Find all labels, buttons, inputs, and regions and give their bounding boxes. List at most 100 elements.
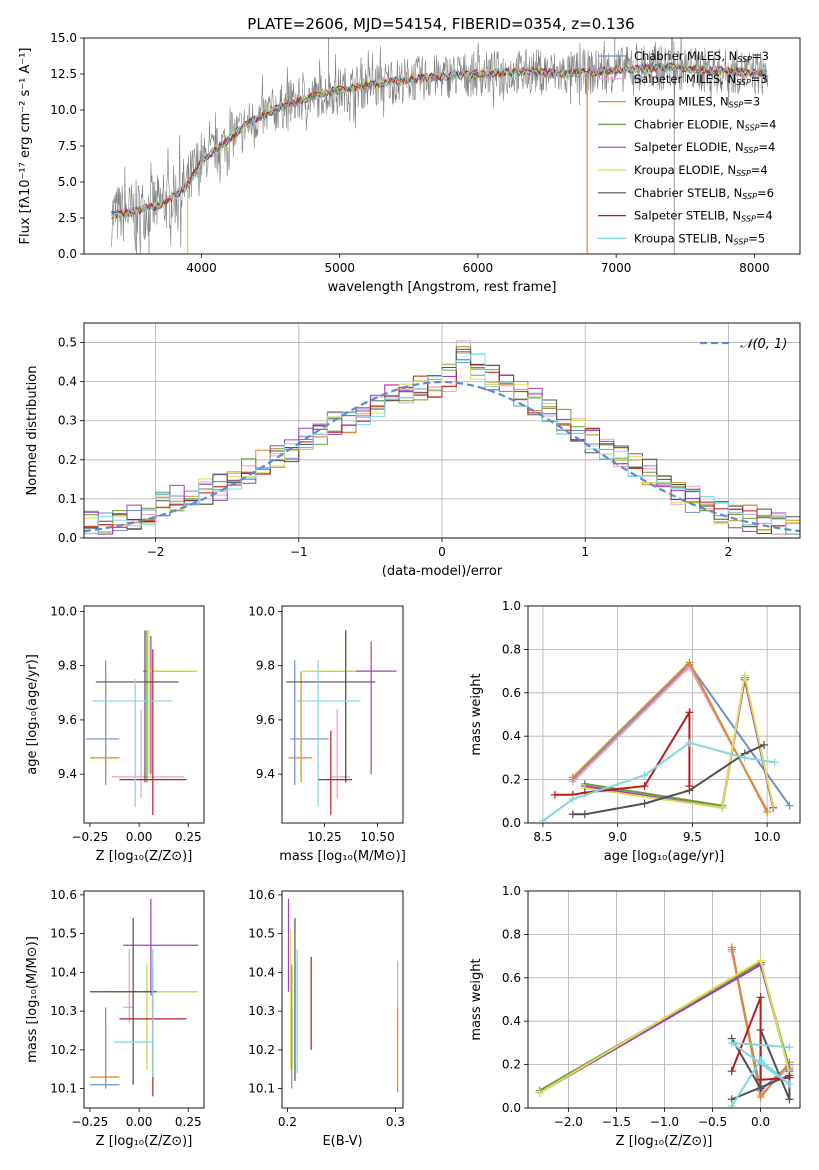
- mass-vs-Z-xtick-label: 0.00: [126, 1115, 153, 1129]
- residuals-xtick-label: 1: [581, 545, 589, 559]
- errorbar-point: [318, 641, 397, 775]
- mass-vs-EBV-xtick-label: 0.3: [386, 1115, 405, 1129]
- spectrum-ytick-label: 10.0: [50, 103, 77, 117]
- spectrum-xtick-label: 5000: [324, 261, 355, 275]
- mass-vs-Z-ytick-label: 10.4: [50, 965, 77, 979]
- weight-vs-Z-xtick-label: −1.5: [602, 1115, 631, 1129]
- weight-marker: [685, 738, 694, 747]
- spectrum-ylabel: Flux [fλ10⁻¹⁷ erg cm⁻² s⁻¹ A⁻¹]: [18, 48, 33, 245]
- mass-vs-Z-ytick-label: 10.1: [50, 1082, 77, 1096]
- weight-marker: [640, 782, 649, 791]
- legend-entry: Kroupa MILES, NSSP=3: [634, 95, 760, 110]
- spectrum-ytick-label: 0.0: [58, 247, 77, 261]
- weight-vs-Z-plot: [535, 943, 794, 1108]
- spectrum-ytick-label: 5.0: [58, 175, 77, 189]
- weight-marker: [685, 658, 694, 667]
- legend-entry: Kroupa STELIB, NSSP=5: [634, 231, 765, 246]
- weight-marker: [538, 816, 547, 823]
- weight-marker: [756, 1056, 765, 1065]
- weight-vs-age-plot: [538, 658, 794, 823]
- weight-vs-Z-xlabel: Z [log₁₀(Z/Z⊙)]: [616, 1134, 713, 1149]
- mass-vs-Z-ylabel: mass [log₁₀(M/M⊙)]: [25, 936, 40, 1063]
- residuals-xtick-label: −1: [290, 545, 308, 559]
- spectrum-ytick-label: 2.5: [58, 211, 77, 225]
- age-vs-Z-ytick-label: 9.8: [58, 659, 77, 673]
- age-vs-mass-ytick-label: 9.8: [256, 659, 275, 673]
- spectrum-xtick-label: 6000: [463, 261, 494, 275]
- errorbar-point: [330, 709, 350, 799]
- weight-vs-Z-frame: [527, 890, 801, 1109]
- weight-marker: [785, 1080, 794, 1089]
- age-vs-mass-xlabel: mass [log₁₀(M/M⊙)]: [279, 849, 406, 864]
- mass-vs-Z-xtick-label: −0.25: [72, 1115, 109, 1129]
- mass-vs-Z-ytick-label: 10.6: [50, 888, 77, 902]
- age-vs-mass-ytick-label: 10.0: [248, 604, 275, 618]
- residuals-xlabel: (data-model)/error: [382, 564, 503, 579]
- weight-vs-Z-xtick-label: −1.0: [650, 1115, 679, 1129]
- errorbar-point: [123, 898, 199, 996]
- residuals-plot: [84, 340, 800, 535]
- weight-line-7: [730, 996, 790, 1081]
- legend-entry: Salpeter MILES, NSSP=3: [634, 72, 768, 87]
- mass-vs-EBV-ytick-label: 10.6: [248, 888, 275, 902]
- weight-vs-age-xtick-label: 8.5: [533, 830, 552, 844]
- errorbar-point: [290, 660, 329, 786]
- weight-marker: [727, 1067, 736, 1076]
- mass-vs-EBV-xtick-label: 0.2: [278, 1115, 297, 1129]
- weight-line-6: [730, 1029, 791, 1101]
- age-vs-mass-frame: [281, 605, 404, 824]
- weight-marker: [685, 782, 694, 791]
- age-vs-mass-ytick-label: 9.4: [256, 767, 275, 781]
- mass-vs-EBV-ytick-label: 10.5: [248, 927, 275, 941]
- spectrum-axes: 0.0 2.5 5.0 7.5 10.0 12.5 15.0 4000 5000 6000 7000…: [18, 31, 770, 295]
- weight-vs-age-xlabel: age [log₁₀(age/yr)]: [604, 849, 725, 864]
- mass-vs-EBV-ytick-label: 10.4: [248, 965, 275, 979]
- weight-marker: [640, 799, 649, 808]
- weight-vs-Z-ytick-label: 0.2: [502, 1058, 521, 1072]
- mass-vs-Z-axes: 10.1 10.2 10.3 10.4 10.5 10.6 −0.25 0.00 0.25 Z […: [25, 888, 202, 1149]
- errorbar-point: [91, 679, 173, 807]
- residual-histogram-5: [84, 353, 800, 532]
- age-vs-Z-frame: [83, 605, 205, 824]
- weight-marker: [718, 803, 727, 812]
- weight-vs-age-ytick-label: 0.8: [502, 642, 521, 656]
- spectrum-xtick-label: 4000: [186, 261, 217, 275]
- residuals-ylabel: Normed distribution: [25, 366, 40, 496]
- weight-vs-Z-ylabel: mass weight: [469, 958, 484, 1040]
- mass-vs-Z-ytick-label: 10.3: [50, 1004, 77, 1018]
- weight-line-8: [542, 741, 775, 822]
- age-vs-Z-ytick-label: 10.0: [50, 604, 77, 618]
- weight-marker: [727, 1038, 736, 1047]
- mass-vs-EBV-plot: [287, 898, 399, 1093]
- spectrum-xlabel: wavelength [Angstrom, rest frame]: [328, 280, 557, 295]
- weight-vs-Z-xtick-label: −2.0: [554, 1115, 583, 1129]
- mass-vs-Z-ytick-label: 10.5: [50, 927, 77, 941]
- weight-marker: [640, 771, 649, 780]
- mass-vs-EBV-ytick-label: 10.1: [248, 1082, 275, 1096]
- weight-vs-age-axes: 0.0 0.2 0.4 0.6 0.8 1.0 8.5 9.0 9.5 10.0 age [log₁…: [469, 599, 800, 864]
- weight-marker: [785, 1043, 794, 1052]
- weight-vs-Z-ytick-label: 1.0: [502, 884, 521, 898]
- weight-vs-age-ytick-label: 0.0: [502, 816, 521, 830]
- legend-entry: Chabrier ELODIE, NSSP=4: [634, 117, 776, 132]
- weight-vs-Z-xtick-label: −0.5: [698, 1115, 727, 1129]
- age-vs-Z-ytick-label: 9.6: [58, 713, 77, 727]
- weight-marker: [760, 740, 769, 749]
- residuals-ytick-label: 0.5: [58, 336, 77, 350]
- weight-vs-age-ytick-label: 0.6: [502, 686, 521, 700]
- weight-marker: [756, 956, 765, 965]
- residuals-frame: [83, 322, 801, 539]
- residuals-ytick-label: 0.2: [58, 453, 77, 467]
- errorbar-point: [296, 660, 361, 807]
- age-vs-mass-axes: 9.4 9.6 9.8 10.0 10.25 10.50 mass [log₁₀(M/M⊙)…: [248, 604, 405, 864]
- weight-marker: [550, 790, 559, 799]
- residuals-xtick-label: 0: [438, 545, 446, 559]
- spectrum-plot: [111, 38, 769, 254]
- weight-marker: [756, 1075, 765, 1084]
- legend-entry: Kroupa ELODIE, NSSP=4: [634, 163, 768, 178]
- age-vs-mass-xtick-label: 10.50: [360, 830, 394, 844]
- residuals-xtick-label: −2: [147, 545, 165, 559]
- age-vs-Z-xtick-label: −0.25: [72, 830, 109, 844]
- weight-marker: [740, 671, 749, 680]
- weight-marker: [756, 1084, 765, 1093]
